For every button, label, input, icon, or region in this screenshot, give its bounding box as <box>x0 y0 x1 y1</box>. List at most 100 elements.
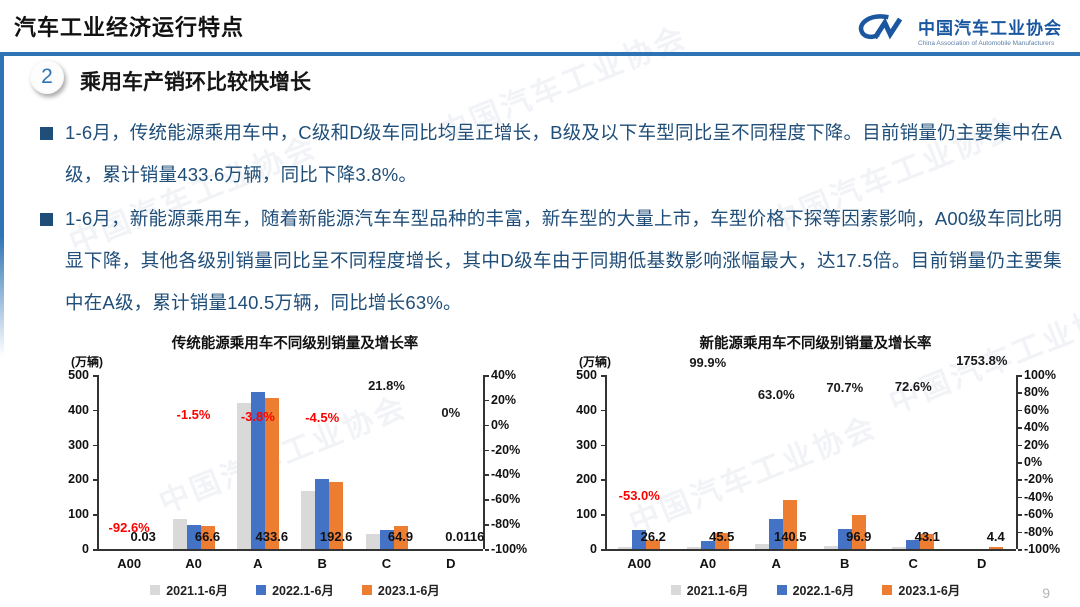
category-label-D: D <box>446 556 456 571</box>
category-label-C: C <box>381 556 392 571</box>
secondary-y-axis-tick-mark <box>1017 427 1022 429</box>
chart-title: 传统能源乘用车不同级别销量及增长率 <box>171 336 419 352</box>
legend-item: 2022.1-6月 <box>776 580 855 599</box>
category-label-D: D <box>977 556 987 571</box>
bar-2021.1-6月-A00 <box>618 547 633 549</box>
growth-label-A: -3.8% <box>240 409 275 425</box>
category-label-A: A <box>771 556 781 571</box>
y-axis-tick-mark <box>93 409 97 412</box>
growth-label-C: 72.6% <box>894 378 932 394</box>
page-number: 9 <box>1042 585 1050 601</box>
growth-label-D: 1753.8% <box>956 353 1008 368</box>
y-axis-tick-mark <box>601 479 605 481</box>
bar-2023.1-6月-B <box>329 481 344 549</box>
y-axis-tick-label: 400 <box>68 402 89 417</box>
secondary-y-axis-tick-label: -40% <box>491 467 521 482</box>
value-label-B: 96.9 <box>846 529 872 544</box>
legend-swatch-icon <box>670 584 681 595</box>
bar-2021.1-6月-B <box>301 490 316 549</box>
value-label-B: 192.6 <box>319 529 353 544</box>
y-axis-tick-mark <box>93 444 97 447</box>
bullet-square-icon <box>40 213 53 226</box>
y-axis-tick-label: 300 <box>68 437 89 452</box>
legend-item: 2023.1-6月 <box>882 580 960 599</box>
y-axis-tick-label: 100 <box>576 507 597 522</box>
secondary-y-axis-tick-mark <box>1017 444 1022 447</box>
bar-2021.1-6月-C <box>892 547 907 549</box>
y-axis-tick-mark <box>93 479 97 481</box>
y-axis-tick-mark <box>601 549 605 551</box>
bar-2022.1-6月-A <box>250 392 265 549</box>
bar-2022.1-6月-A0 <box>186 525 201 549</box>
secondary-y-axis-tick-mark <box>1017 392 1022 394</box>
bar-2023.1-6月-D <box>988 547 1003 549</box>
secondary-y-axis-tick-mark <box>1017 375 1022 377</box>
secondary-y-axis-tick-mark <box>484 424 489 427</box>
value-label-A0: 45.5 <box>709 529 735 544</box>
secondary-y-axis-tick-mark <box>484 399 489 402</box>
secondary-y-axis-tick-mark <box>484 449 489 452</box>
value-label-A: 433.6 <box>255 529 289 544</box>
secondary-y-axis-tick-label: 0% <box>491 417 510 432</box>
charts-row: 传统能源乘用车不同级别销量及增长率 (万辆) 500 400 300 200 100 0 40%… <box>55 332 1075 602</box>
left-accent-stripe <box>0 56 4 356</box>
secondary-y-axis-tick-mark <box>1017 409 1022 412</box>
secondary-y-axis-tick-mark <box>484 474 489 476</box>
logo-text-cn: 中国汽车工业协会 <box>918 19 1062 38</box>
y-axis-line <box>605 375 607 549</box>
secondary-y-axis-tick-label: -100% <box>491 542 528 556</box>
legend-label: 2023.1-6月 <box>898 584 961 598</box>
growth-label-A0: -1.5% <box>176 406 211 422</box>
growth-label-B: 70.7% <box>826 380 864 396</box>
legend-swatch-icon <box>776 584 787 595</box>
growth-label-A0: 99.9% <box>689 355 727 371</box>
secondary-y-axis-line <box>483 375 485 549</box>
y-axis-tick-label: 200 <box>68 472 89 487</box>
y-axis-tick-mark <box>601 514 605 516</box>
chart-legend: 2021.1-6月 2022.1-6月 2023.1-6月 <box>55 580 535 599</box>
y-axis-tick-label: 300 <box>576 437 597 452</box>
y-axis-tick-mark <box>601 375 605 377</box>
bar-2022.1-6月-C <box>906 540 921 549</box>
chart-traditional-energy: 传统能源乘用车不同级别销量及增长率 (万辆) 500 400 300 200 100 0 40%… <box>55 332 535 602</box>
bar-2021.1-6月-C <box>365 534 380 549</box>
y-axis-tick-mark <box>93 514 97 516</box>
bar-2023.1-6月-A00 <box>646 539 661 549</box>
caam-logo-icon <box>856 12 910 49</box>
growth-label-B: -4.5% <box>305 410 340 426</box>
secondary-y-axis-tick-label: 60% <box>1024 402 1050 417</box>
growth-label-C: 21.8% <box>368 377 405 393</box>
secondary-y-axis-tick-mark <box>1017 462 1022 464</box>
legend-item: 2023.1-6月 <box>361 580 440 599</box>
secondary-y-axis-tick-label: -80% <box>1024 524 1054 539</box>
y-axis-tick-mark <box>93 549 97 551</box>
value-label-D: 0.0116 <box>445 529 485 544</box>
bar-2021.1-6月-A0 <box>686 547 701 549</box>
caam-logo: 中国汽车工业协会 China Association of Automobile… <box>856 12 1062 49</box>
secondary-y-axis-tick-mark <box>1017 531 1022 534</box>
legend-swatch-icon <box>882 584 893 595</box>
y-axis-tick-label: 0 <box>82 542 89 556</box>
secondary-y-axis-tick-mark <box>484 375 489 377</box>
secondary-y-axis-tick-mark <box>484 524 489 526</box>
secondary-y-axis-tick-mark <box>1017 514 1022 516</box>
chart-new-energy: 新能源乘用车不同级别销量及增长率 (万辆) 500 400 300 200 100 0 100%… <box>563 332 1068 602</box>
legend-label: 2022.1-6月 <box>792 584 855 598</box>
secondary-y-axis-tick-label: -20% <box>491 442 521 457</box>
value-label-A: 140.5 <box>773 529 807 544</box>
bar-2021.1-6月-A <box>755 544 770 549</box>
y-axis-tick-mark <box>93 375 97 377</box>
legend-swatch-icon <box>150 584 161 595</box>
y-axis-tick-label: 200 <box>576 472 597 487</box>
secondary-y-axis-tick-mark <box>484 499 489 501</box>
legend-swatch-icon <box>361 584 372 595</box>
value-label-D: 4.4 <box>986 529 1005 544</box>
bar-2022.1-6月-A0 <box>700 541 715 549</box>
secondary-y-axis-tick-mark <box>484 549 489 551</box>
bar-2023.1-6月-A0 <box>200 525 215 549</box>
growth-label-A00: -92.6% <box>108 519 150 535</box>
value-label-C: 64.9 <box>387 529 414 544</box>
category-label-C: C <box>908 556 918 571</box>
logo-text-en: China Association of Automobile Manufact… <box>918 40 1055 47</box>
